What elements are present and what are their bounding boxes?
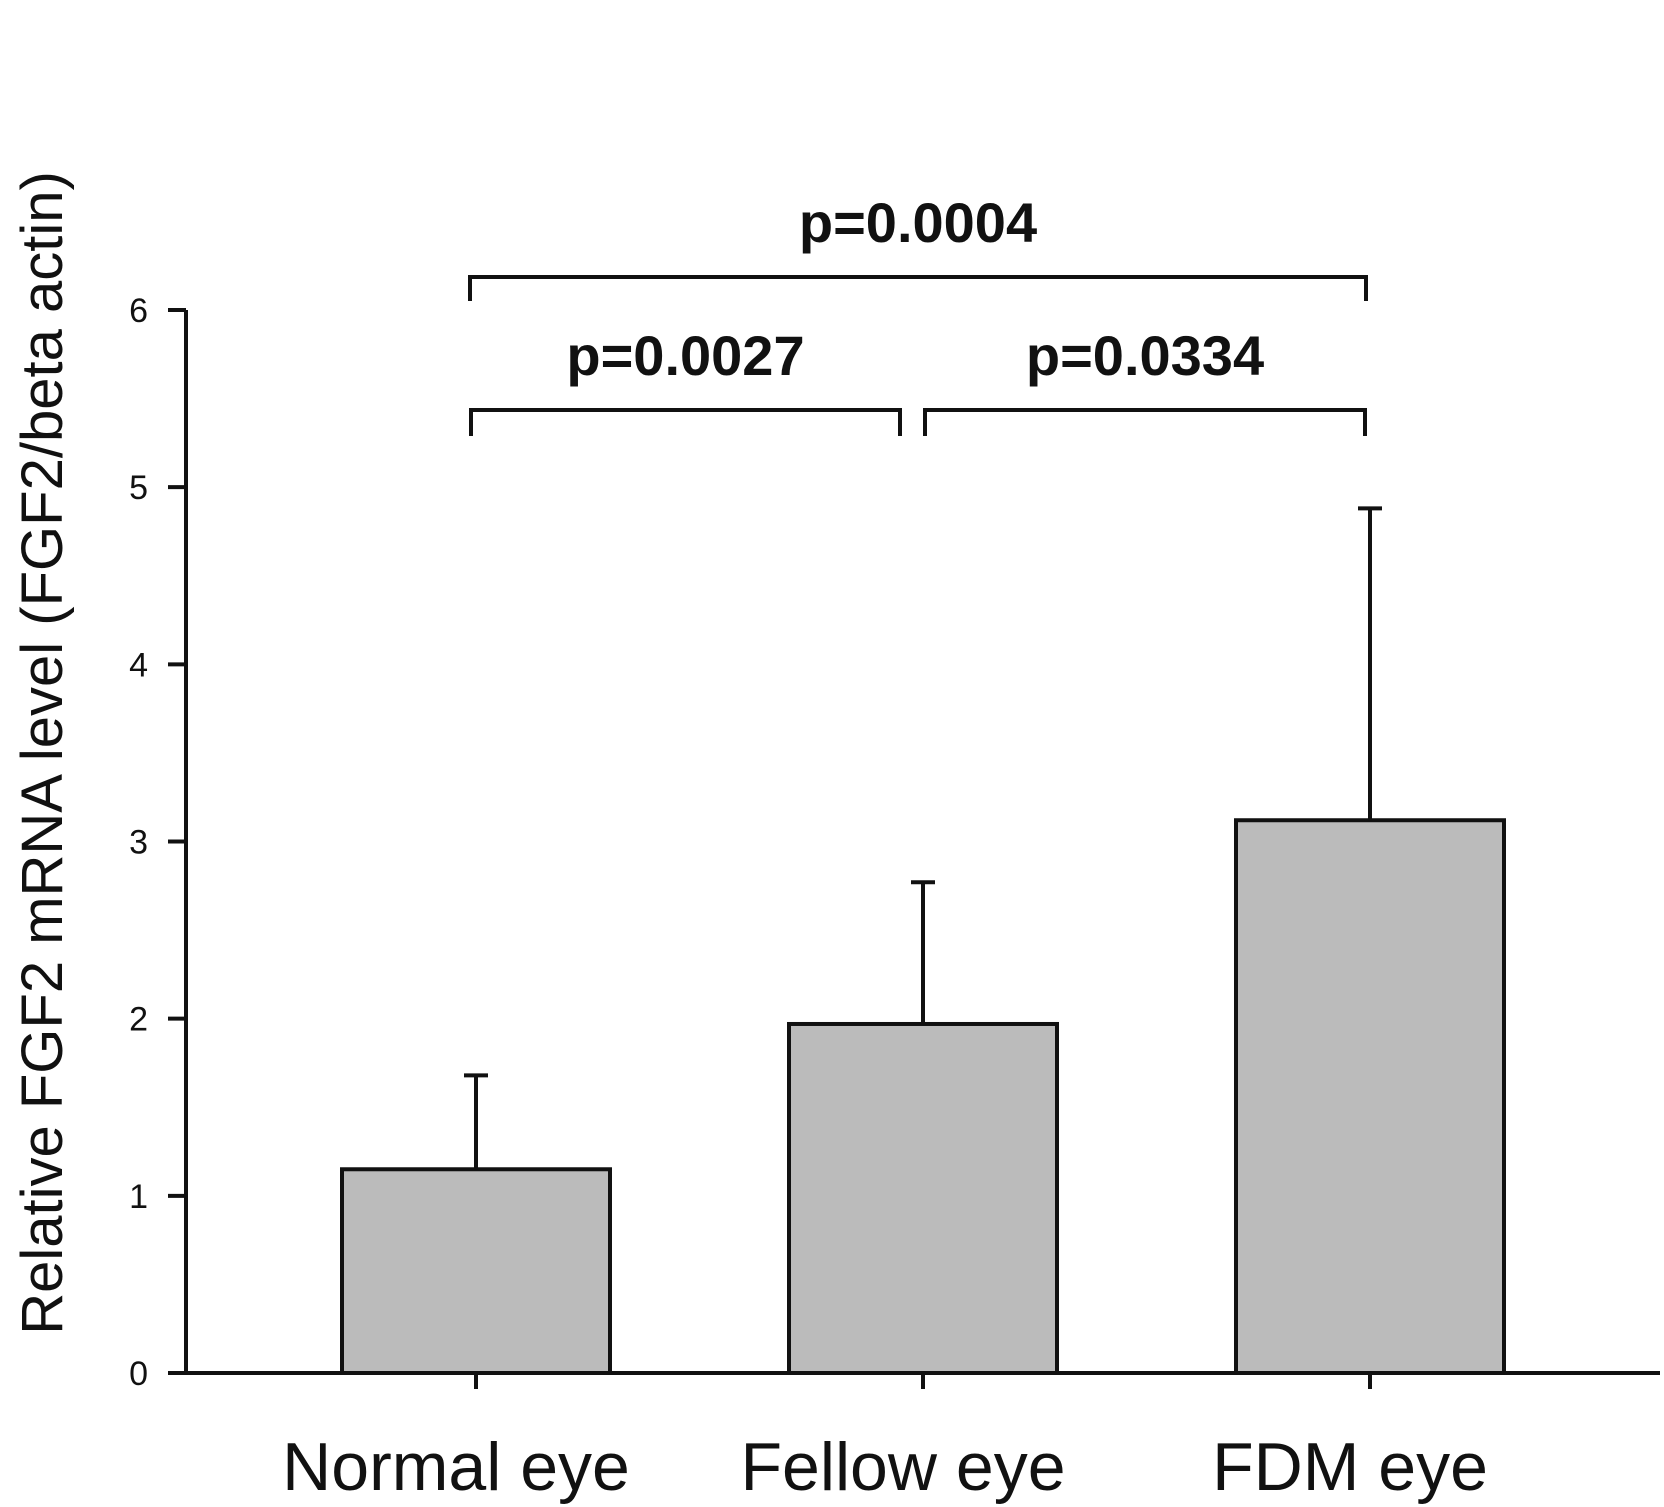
significance-brackets: p=0.0027 p=0.0334 p=0.0004 [468,191,1368,436]
significance-bracket [468,275,1368,301]
y-tick-label: 5 [129,469,148,507]
error-bars [464,506,1382,1170]
y-tick-label: 1 [129,1178,148,1216]
p-value-label: p=0.0004 [799,191,1037,254]
x-category-label: FDM eye [1212,1429,1488,1505]
bar [787,1021,1059,1376]
x-category-label: Fellow eye [740,1429,1065,1505]
y-tick-label: 4 [129,646,148,684]
bar [340,1167,612,1375]
significance-bracket [469,408,902,436]
bar [1234,818,1506,1375]
bars [340,818,1506,1376]
y-tick-label: 2 [129,1001,148,1039]
p-value-label: p=0.0027 [566,324,804,387]
y-axis-title: Relative FGF2 mRNA level (FGF2/beta acti… [10,171,75,1335]
y-tick-label: 3 [129,824,148,862]
significance-bracket [923,408,1367,436]
y-ticks: 0 1 2 3 4 5 6 [129,292,186,1393]
x-ticks: Normal eye Fellow eye FDM eye [282,1373,1488,1505]
y-tick-label: 0 [129,1355,148,1393]
p-value-label: p=0.0334 [1026,324,1264,387]
y-tick-label: 6 [129,292,148,330]
x-category-label: Normal eye [282,1429,630,1505]
